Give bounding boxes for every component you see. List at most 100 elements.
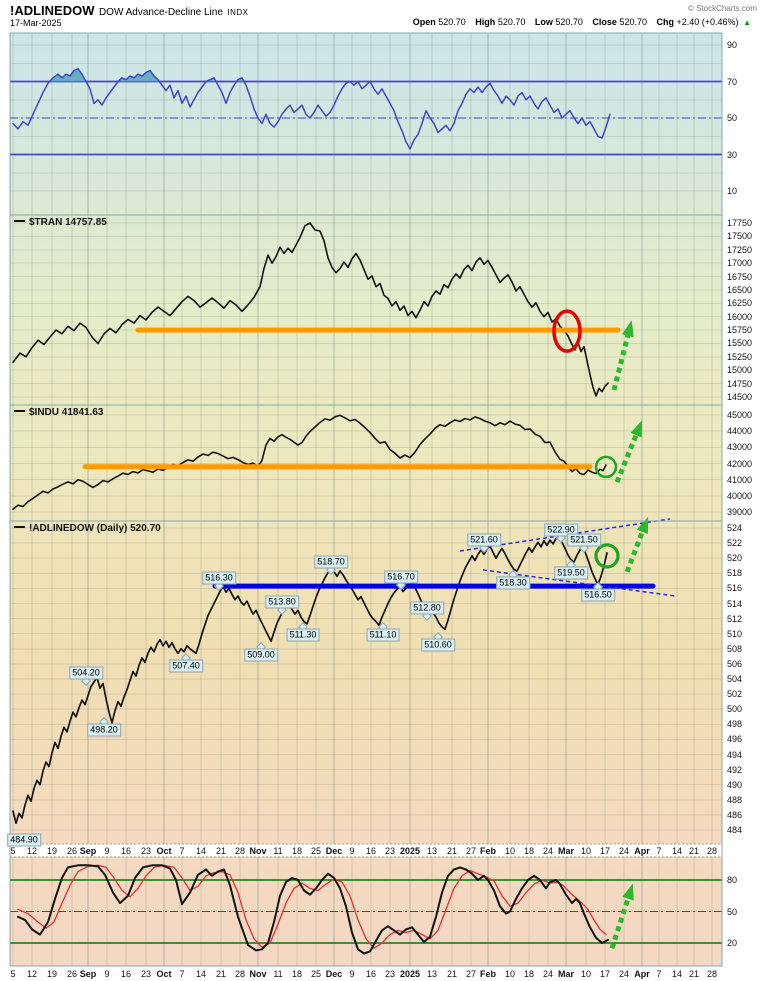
y-tick-label: 43000 <box>727 442 753 453</box>
y-tick-label: 520 <box>727 553 743 564</box>
adl-legend: !ADLINEDOW (Daily) 520.70 <box>14 523 161 534</box>
x-tick-label: 24 <box>618 846 630 856</box>
x-tick-label-bottom: 21 <box>688 969 700 979</box>
y-tick-label: 504 <box>727 674 743 684</box>
price-label: 518.30 <box>496 576 530 590</box>
open-label: Open <box>412 17 436 27</box>
tran-up-arrow-head <box>621 320 634 338</box>
x-tick-label: 10 <box>580 846 592 856</box>
tran-breakdown-circle <box>552 309 582 353</box>
chg-label: Chg <box>656 17 675 27</box>
x-tick-label: Oct <box>156 846 172 856</box>
x-tick-label-bottom: 21 <box>215 969 227 979</box>
indu-up-arrow-head <box>630 420 643 438</box>
x-tick-label: 19 <box>46 846 58 856</box>
low-value: 520.70 <box>555 17 583 27</box>
price-label: 516.30 <box>202 571 236 585</box>
chg-value: +2.40 (+0.46%) <box>676 17 739 27</box>
x-tick-label: 7 <box>656 846 662 856</box>
y-tick-label: 15500 <box>727 338 753 349</box>
y-tick-label: 16000 <box>727 311 753 322</box>
index-tag: INDX <box>227 8 249 17</box>
x-tick-label-bottom: 12 <box>26 969 38 979</box>
y-tick-label: 44000 <box>727 426 753 437</box>
x-tick-label-bottom: 10 <box>504 969 516 979</box>
adl-up-arrow-icon <box>624 530 645 573</box>
y-tick-label: 522 <box>727 538 743 549</box>
y-tick-label: 506 <box>727 658 743 669</box>
x-tick-label: 13 <box>426 846 438 856</box>
chart-title: DOW Advance-Decline Line <box>98 7 223 18</box>
tran-up-arrow-icon <box>611 335 631 391</box>
x-tick-label-bottom: 24 <box>618 969 630 979</box>
y-tick-label: 15750 <box>727 325 753 336</box>
x-tick-label-bottom: 14 <box>195 969 207 979</box>
x-tick-label: 9 <box>104 846 110 856</box>
price-label: 513.80 <box>265 595 299 609</box>
chg-up-icon: ▲ <box>743 18 751 27</box>
price-label: 521.60 <box>467 533 501 547</box>
x-tick-label: 12 <box>26 846 38 856</box>
x-tick-label: 27 <box>465 846 477 856</box>
y-tick-label: 90 <box>727 40 738 50</box>
x-tick-label-bottom: 13 <box>426 969 438 979</box>
price-label: 516.70 <box>384 570 418 584</box>
price-label: 518.70 <box>314 555 348 569</box>
x-tick-label: 14 <box>671 846 683 856</box>
y-tick-label: 42000 <box>727 458 753 469</box>
y-tick-label: 17000 <box>727 258 753 269</box>
x-tick-label-bottom: 25 <box>310 969 322 979</box>
low-label: Low <box>534 17 553 27</box>
x-tick-label: 16 <box>365 846 377 856</box>
y-tick-label: 20 <box>727 938 738 948</box>
y-tick-label: 14500 <box>727 392 753 402</box>
price-label: 519.50 <box>554 566 588 580</box>
x-tick-label: 17 <box>599 846 611 856</box>
x-tick-label: Apr <box>634 846 650 856</box>
y-tick-label: 494 <box>727 749 743 760</box>
y-tick-label: 17500 <box>727 231 753 242</box>
price-label: 498.20 <box>87 723 121 737</box>
x-tick-label-bottom: Dec <box>325 969 343 979</box>
ohlc-row: Open 520.70 High 520.70 Low 520.70 Close… <box>406 17 751 27</box>
x-tick-label: 23 <box>140 846 152 856</box>
adl-legend-label: !ADLINEDOW (Daily) 520.70 <box>29 523 161 534</box>
x-tick-label: 18 <box>291 846 303 856</box>
price-label: 509.00 <box>244 648 278 662</box>
stoch-series-line <box>17 864 609 955</box>
x-tick-label: 5 <box>10 846 16 856</box>
y-tick-label: 41000 <box>727 474 753 485</box>
price-label: 510.60 <box>421 638 455 652</box>
x-tick-label-bottom: 28 <box>234 969 246 979</box>
x-tick-label-bottom: 21 <box>446 969 458 979</box>
y-tick-label: 492 <box>727 764 743 775</box>
x-tick-label: 26 <box>66 846 78 856</box>
x-tick-label-bottom: 9 <box>104 969 110 979</box>
x-tick-label-bottom: 16 <box>365 969 377 979</box>
indu-highlight-circle <box>594 455 618 479</box>
price-label: 507.40 <box>169 659 203 673</box>
x-tick-label-bottom: 17 <box>599 969 611 979</box>
x-tick-label: 16 <box>120 846 132 856</box>
y-tick-label: 80 <box>727 875 738 885</box>
price-label: 521.50 <box>567 533 601 547</box>
symbol-label: !ADLINEDOW <box>10 3 95 18</box>
rsi-overbought-fill <box>49 68 370 82</box>
x-tick-label-bottom: 9 <box>349 969 355 979</box>
price-label: 512.80 <box>410 601 444 615</box>
adl-highlight-circle <box>594 543 620 569</box>
indu-legend: $INDU 41841.63 <box>14 407 104 418</box>
x-tick-label: 9 <box>349 846 355 856</box>
x-tick-label-bottom: Apr <box>634 969 650 979</box>
x-tick-label-bottom: 11 <box>273 969 283 979</box>
x-tick-label-bottom: 24 <box>542 969 554 979</box>
x-tick-label: 21 <box>446 846 458 856</box>
high-value: 520.70 <box>497 17 526 27</box>
x-tick-label-bottom: 19 <box>46 969 58 979</box>
y-tick-label: 524 <box>727 523 743 533</box>
y-tick-label: 15000 <box>727 365 753 376</box>
x-tick-label: 28 <box>234 846 246 856</box>
rsi-series-line <box>12 67 611 150</box>
x-tick-label: 23 <box>384 846 396 856</box>
